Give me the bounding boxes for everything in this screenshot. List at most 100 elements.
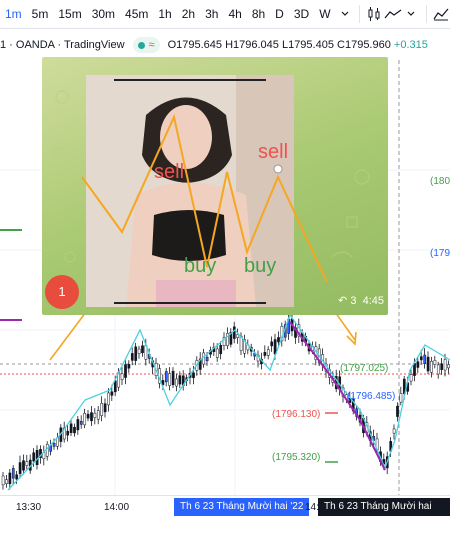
- candle-body: [222, 336, 226, 346]
- chevron-down-icon[interactable]: [336, 0, 355, 28]
- candle-body: [229, 332, 233, 345]
- candle-body: [426, 356, 430, 372]
- chart-toolbar: 1m 5m 15m 30m 45m 1h 2h 3h 4h 8h D 3D W: [0, 0, 450, 29]
- unread-count-badge[interactable]: 1: [45, 275, 79, 309]
- candle-body: [416, 361, 420, 368]
- candle-body: [79, 421, 83, 425]
- candle-body: [32, 452, 36, 462]
- candle-body: [219, 345, 223, 355]
- candle-body: [76, 419, 80, 431]
- symbol-name[interactable]: 1 · OANDA · TradingView: [0, 39, 125, 51]
- candle-body: [107, 392, 110, 406]
- candle-body: [205, 356, 209, 362]
- market-status-badge[interactable]: ≈: [132, 37, 160, 53]
- interval-2h[interactable]: 2h: [181, 7, 196, 21]
- candle-body: [430, 360, 433, 373]
- ohlc-change: +0.315: [393, 39, 428, 51]
- time-axis[interactable]: 13:30 14:00 Th 6 23 Tháng Mười hai '22 1…: [0, 495, 450, 530]
- candle-body: [100, 402, 104, 416]
- reply-count: 3: [350, 295, 357, 307]
- candle-body: [66, 430, 70, 436]
- candle-body: [396, 405, 399, 417]
- message-time: 4:45: [362, 295, 384, 307]
- photo-zigzag-overlay: [81, 113, 328, 283]
- crosshair-time-label-dark: Th 6 23 Tháng Mười hai '22: [318, 498, 450, 530]
- toolbar-divider: [425, 5, 427, 23]
- wave-icon: ≈: [148, 39, 155, 51]
- candle-body: [15, 474, 19, 480]
- candle-body: [175, 378, 178, 387]
- candle-body: [433, 360, 437, 365]
- interval-15m[interactable]: 15m: [58, 7, 82, 21]
- candle-body: [73, 426, 76, 434]
- ohlc-low: L1795.405: [281, 39, 334, 51]
- candle-body: [1, 475, 5, 486]
- line-style-icon[interactable]: [383, 0, 402, 28]
- level-label-1796-485: (1796.485): [347, 391, 395, 402]
- interval-3D[interactable]: 3D: [293, 7, 310, 21]
- candle-body: [8, 472, 12, 485]
- chevron-down-icon[interactable]: [402, 0, 421, 28]
- market-open-dot-icon: [137, 41, 145, 49]
- candle-body: [171, 370, 175, 386]
- candle-body: [93, 412, 97, 418]
- ohlc-open: O1795.645: [167, 39, 222, 51]
- candle-body: [11, 468, 15, 479]
- interval-4h[interactable]: 4h: [228, 7, 242, 21]
- candle-body: [120, 373, 124, 380]
- candle-body: [103, 403, 107, 413]
- crosshair-time-label: Th 6 23 Tháng Mười hai '22: [174, 498, 310, 516]
- photo-image[interactable]: [86, 75, 294, 307]
- indicators-icon[interactable]: [431, 0, 450, 28]
- candle-body: [5, 479, 8, 484]
- candle-body: [168, 373, 172, 386]
- candle-body: [236, 334, 240, 338]
- candle-body: [192, 372, 195, 379]
- candle-body: [90, 412, 93, 422]
- candle-body: [96, 410, 100, 420]
- candle-body: [69, 423, 73, 433]
- interval-30m[interactable]: 30m: [91, 7, 116, 21]
- candle-body: [25, 461, 29, 466]
- interval-D[interactable]: D: [275, 7, 284, 21]
- time-tick-1400: 14:00: [104, 502, 130, 513]
- candle-body: [164, 371, 168, 383]
- candle-body: [232, 326, 236, 339]
- annotation-sell-2: sell: [258, 141, 289, 163]
- candle-body: [202, 352, 206, 365]
- interval-5m[interactable]: 5m: [31, 7, 49, 21]
- ohlc-high: H1796.045: [225, 39, 279, 51]
- interval-8h[interactable]: 8h: [251, 7, 266, 21]
- reply-icon[interactable]: ↶: [338, 295, 348, 307]
- candle-body: [270, 341, 274, 347]
- candle-body: [45, 444, 49, 457]
- interval-45m[interactable]: 45m: [125, 7, 149, 21]
- candle-body: [409, 374, 413, 382]
- candle-body: [273, 339, 277, 355]
- message-meta: ↶ 3 4:45: [338, 294, 384, 307]
- price-scale-label-1799: (1799: [430, 248, 450, 259]
- candle-body: [141, 345, 144, 354]
- level-label-1797: (1797.025): [340, 363, 388, 374]
- candle-body: [86, 413, 90, 419]
- candle-body: [413, 363, 416, 376]
- candle-body: [137, 348, 141, 354]
- candle-body: [110, 391, 114, 396]
- candle-body: [18, 462, 22, 474]
- candles-icon[interactable]: [365, 0, 384, 28]
- interval-3h[interactable]: 3h: [205, 7, 219, 21]
- candle-body: [178, 375, 182, 385]
- candle-body: [113, 380, 117, 393]
- price-scale-label-1800: (1800: [430, 176, 450, 187]
- candle-body: [399, 393, 403, 403]
- interval-1m[interactable]: 1m: [5, 7, 22, 21]
- annotation-sell-1: sell: [154, 161, 185, 183]
- candle-body: [124, 364, 127, 378]
- interval-1h[interactable]: 1h: [158, 7, 172, 21]
- chat-message-photo-card[interactable]: sell sell buy buy 1 ↶ 3 4:45: [42, 57, 388, 315]
- interval-W[interactable]: W: [319, 7, 331, 21]
- candle-body: [392, 428, 396, 434]
- ohlc-close: C1795.960: [337, 39, 391, 51]
- toolbar-divider: [359, 5, 360, 23]
- candle-body: [263, 352, 267, 356]
